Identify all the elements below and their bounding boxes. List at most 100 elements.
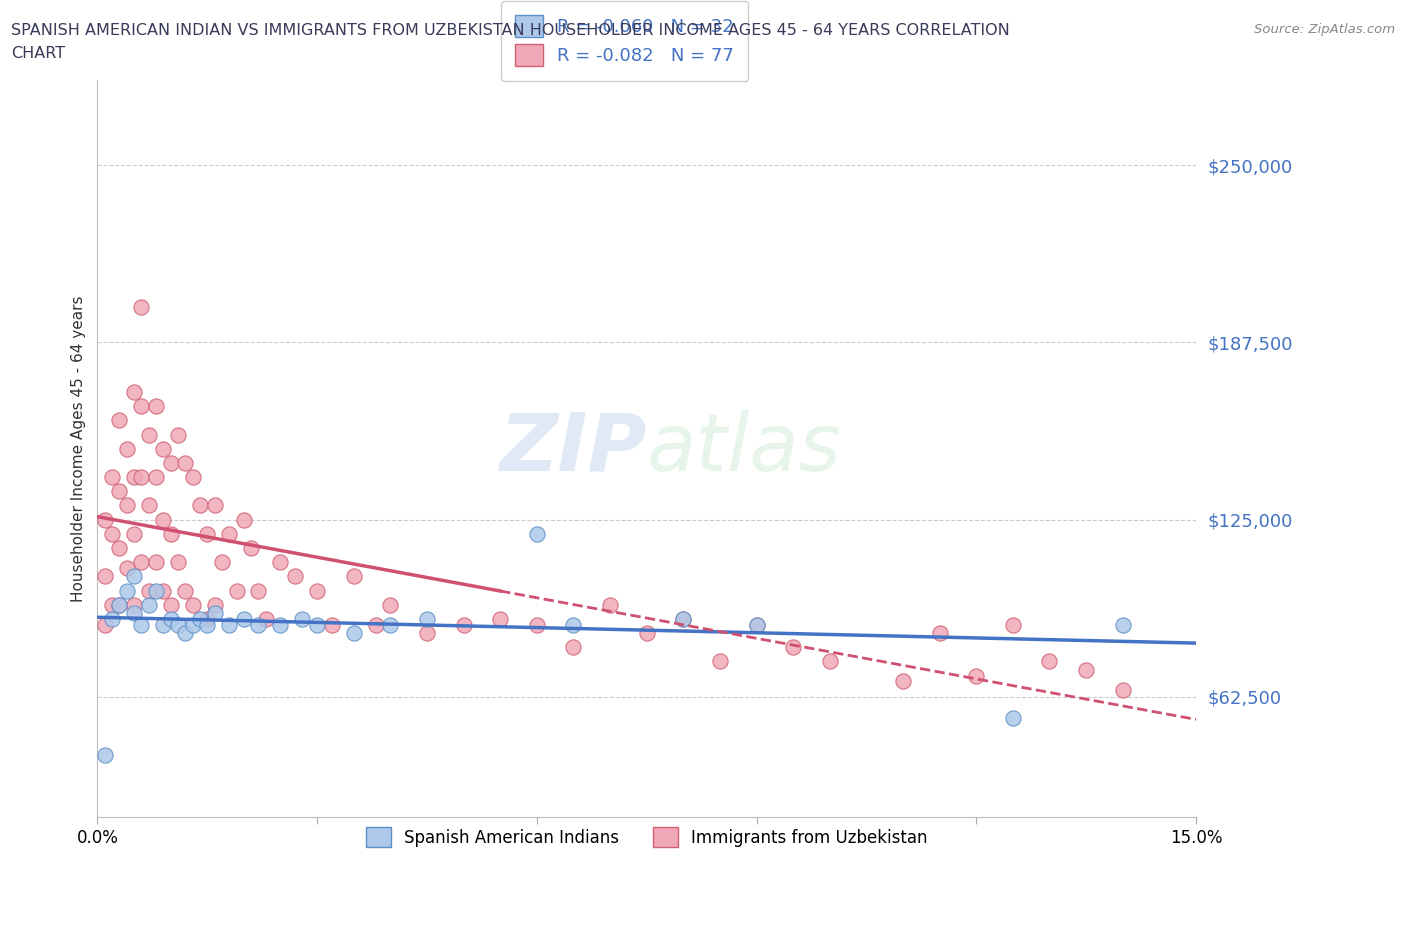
Point bbox=[380, 597, 402, 612]
Point bbox=[101, 470, 124, 485]
Point bbox=[181, 470, 204, 485]
Text: SPANISH AMERICAN INDIAN VS IMMIGRANTS FROM UZBEKISTAN HOUSEHOLDER INCOME AGES 45: SPANISH AMERICAN INDIAN VS IMMIGRANTS FR… bbox=[11, 23, 1010, 38]
Point bbox=[108, 484, 131, 498]
Point bbox=[138, 427, 160, 442]
Point bbox=[129, 618, 152, 632]
Point bbox=[225, 583, 247, 598]
Point bbox=[138, 498, 160, 513]
Point bbox=[115, 561, 138, 576]
Point bbox=[204, 605, 226, 620]
Point bbox=[167, 618, 190, 632]
Point bbox=[152, 618, 174, 632]
Point bbox=[1074, 662, 1097, 677]
Point bbox=[965, 668, 987, 683]
Point bbox=[195, 618, 218, 632]
Point bbox=[745, 618, 768, 632]
Point bbox=[174, 583, 197, 598]
Point bbox=[138, 597, 160, 612]
Point bbox=[343, 569, 366, 584]
Point bbox=[159, 456, 181, 471]
Point bbox=[526, 618, 548, 632]
Point bbox=[122, 385, 145, 400]
Point bbox=[453, 618, 475, 632]
Point bbox=[562, 618, 585, 632]
Point bbox=[782, 640, 804, 655]
Point bbox=[145, 583, 167, 598]
Point bbox=[526, 526, 548, 541]
Point bbox=[204, 597, 226, 612]
Point bbox=[174, 626, 197, 641]
Point bbox=[159, 526, 181, 541]
Point bbox=[380, 618, 402, 632]
Point bbox=[254, 611, 277, 626]
Point bbox=[1001, 711, 1024, 725]
Point bbox=[307, 583, 329, 598]
Point bbox=[636, 626, 658, 641]
Point bbox=[232, 512, 254, 527]
Text: CHART: CHART bbox=[11, 46, 65, 61]
Point bbox=[818, 654, 841, 669]
Point bbox=[188, 498, 211, 513]
Point bbox=[891, 674, 914, 689]
Point bbox=[152, 583, 174, 598]
Point bbox=[108, 597, 131, 612]
Point bbox=[1001, 618, 1024, 632]
Text: Source: ZipAtlas.com: Source: ZipAtlas.com bbox=[1254, 23, 1395, 36]
Point bbox=[167, 554, 190, 569]
Point bbox=[1112, 683, 1135, 698]
Point bbox=[167, 427, 190, 442]
Point bbox=[159, 597, 181, 612]
Point bbox=[101, 597, 124, 612]
Point bbox=[181, 618, 204, 632]
Point bbox=[291, 611, 314, 626]
Point bbox=[174, 456, 197, 471]
Point bbox=[129, 299, 152, 314]
Point bbox=[145, 399, 167, 414]
Point bbox=[108, 413, 131, 428]
Point bbox=[672, 611, 695, 626]
Point bbox=[195, 611, 218, 626]
Text: atlas: atlas bbox=[647, 410, 841, 487]
Text: ZIP: ZIP bbox=[499, 410, 647, 487]
Point bbox=[145, 554, 167, 569]
Point bbox=[122, 597, 145, 612]
Point bbox=[745, 618, 768, 632]
Point bbox=[269, 554, 291, 569]
Y-axis label: Householder Income Ages 45 - 64 years: Householder Income Ages 45 - 64 years bbox=[72, 296, 86, 602]
Point bbox=[284, 569, 307, 584]
Point bbox=[218, 618, 240, 632]
Point bbox=[269, 618, 291, 632]
Point bbox=[321, 618, 343, 632]
Point bbox=[108, 597, 131, 612]
Point bbox=[101, 526, 124, 541]
Point bbox=[204, 498, 226, 513]
Point bbox=[93, 748, 115, 763]
Point bbox=[152, 512, 174, 527]
Point bbox=[152, 442, 174, 457]
Point bbox=[159, 611, 181, 626]
Point bbox=[195, 526, 218, 541]
Point bbox=[599, 597, 621, 612]
Point bbox=[416, 626, 439, 641]
Point bbox=[928, 626, 950, 641]
Point bbox=[416, 611, 439, 626]
Point bbox=[129, 470, 152, 485]
Point bbox=[93, 512, 115, 527]
Point bbox=[129, 554, 152, 569]
Point bbox=[93, 569, 115, 584]
Point bbox=[101, 611, 124, 626]
Point bbox=[138, 583, 160, 598]
Point bbox=[1038, 654, 1060, 669]
Point bbox=[115, 442, 138, 457]
Point bbox=[188, 611, 211, 626]
Point bbox=[145, 470, 167, 485]
Point bbox=[122, 470, 145, 485]
Point bbox=[122, 569, 145, 584]
Point bbox=[709, 654, 731, 669]
Point bbox=[672, 611, 695, 626]
Point bbox=[240, 540, 263, 555]
Point bbox=[489, 611, 512, 626]
Point bbox=[307, 618, 329, 632]
Point bbox=[115, 498, 138, 513]
Legend: Spanish American Indians, Immigrants from Uzbekistan: Spanish American Indians, Immigrants fro… bbox=[353, 814, 941, 860]
